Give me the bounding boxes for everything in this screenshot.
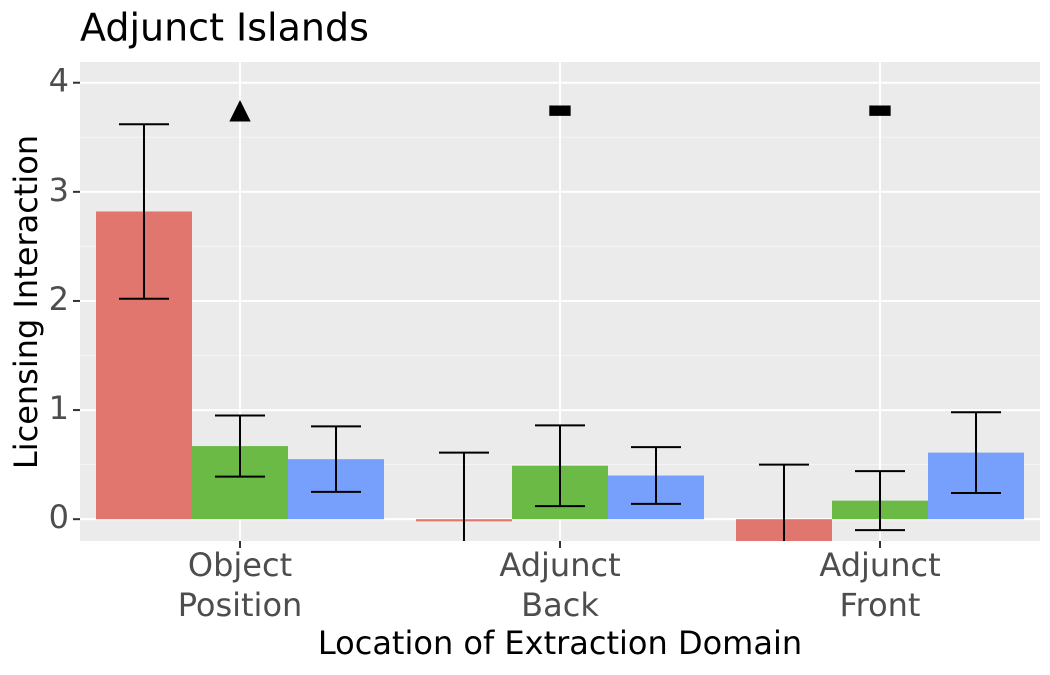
error-bar	[311, 425, 362, 493]
error-bar	[758, 463, 809, 541]
error-bar	[535, 424, 585, 508]
error-bar	[855, 470, 905, 532]
y-tick-label: 2	[49, 280, 69, 318]
error-bar	[438, 451, 489, 541]
annotation: ▬	[867, 92, 893, 125]
x-tick-label-line: Object	[188, 546, 292, 584]
annotation: ▬	[547, 92, 573, 125]
x-tick-label: Adjunct Back	[499, 546, 620, 624]
chart-title: Adjunct Islands	[80, 6, 369, 50]
y-tick-label: 3	[49, 171, 69, 209]
y-tick-label: 0	[49, 498, 69, 536]
x-tick-label-line: Adjunct	[819, 546, 940, 584]
error-bar	[951, 411, 1002, 494]
annotation: ▲	[229, 92, 251, 125]
y-axis-title: Licensing Interaction	[7, 135, 45, 469]
x-axis-title: Location of Extraction Domain	[318, 624, 802, 662]
error-bar	[215, 414, 265, 478]
x-tick-label: Object Position	[178, 546, 303, 624]
y-tick-label: 1	[49, 389, 69, 427]
x-tick-label-line: Front	[840, 586, 921, 624]
error-bar	[631, 446, 682, 505]
x-tick-label: Adjunct Front	[819, 546, 940, 624]
error-bar	[118, 123, 169, 300]
x-tick-label-line: Position	[178, 586, 303, 624]
y-tick-label: 4	[49, 62, 69, 100]
x-tick-label-line: Back	[521, 586, 599, 624]
x-tick-label-line: Adjunct	[499, 546, 620, 584]
